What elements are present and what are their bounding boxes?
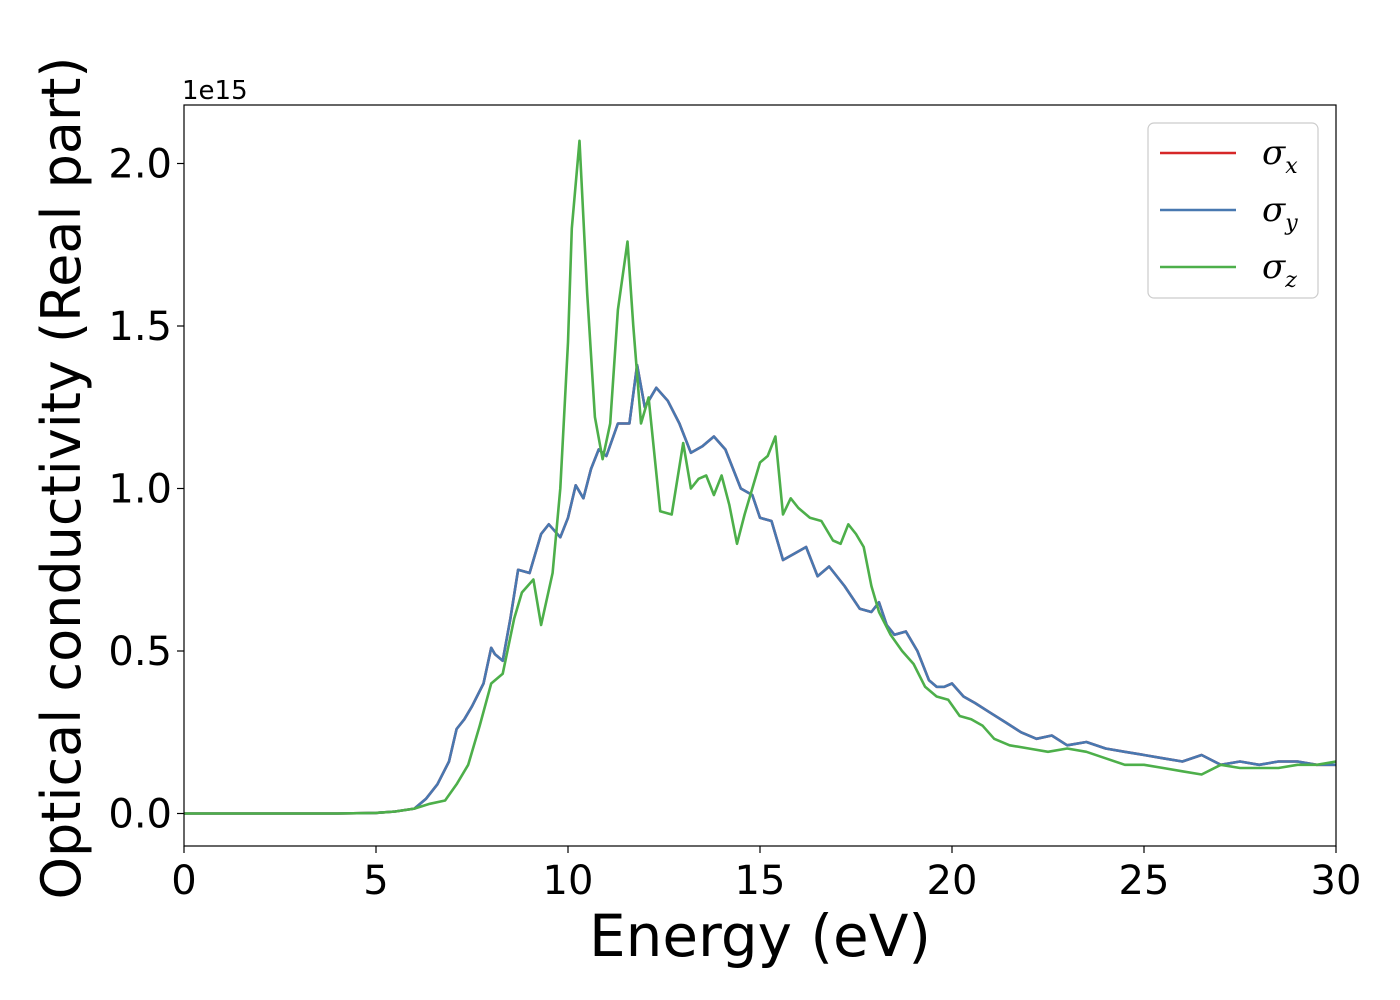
y-tick-label: 1.0 [108,467,172,513]
legend-label: σy [1262,190,1298,236]
x-tick-label: 15 [735,858,786,904]
x-axis-label: Energy (eV) [589,902,931,970]
y-axis: 0.0 0.5 1.0 1.5 2.0 [108,142,184,838]
y-tick-label: 0.5 [108,629,172,675]
legend-label: σx [1262,133,1298,179]
x-axis: 0 5 10 15 20 25 30 [171,846,1361,904]
series-line-x [184,363,1336,815]
x-tick-label: 0 [171,858,196,904]
series-layer [184,139,1336,815]
y-offset-label: 1e15 [182,76,248,106]
series-line-z [184,139,1336,815]
x-tick-label: 30 [1311,858,1362,904]
legend-item-y: σy [1160,190,1298,236]
y-tick-label: 0.0 [108,792,172,838]
legend-item-z: σz [1160,247,1297,293]
x-tick-label: 20 [927,858,978,904]
x-tick-label: 25 [1119,858,1170,904]
y-tick-label: 1.5 [108,304,172,350]
y-tick-label: 2.0 [108,142,172,188]
legend-label: σz [1262,247,1297,293]
x-tick-label: 5 [363,858,388,904]
series-line-y [184,363,1336,815]
y-axis-label: Optical conductivity (Real part) [30,57,93,900]
legend: σx σy σz [1147,122,1319,299]
legend-item-x: σx [1160,133,1298,179]
x-tick-label: 10 [543,858,594,904]
